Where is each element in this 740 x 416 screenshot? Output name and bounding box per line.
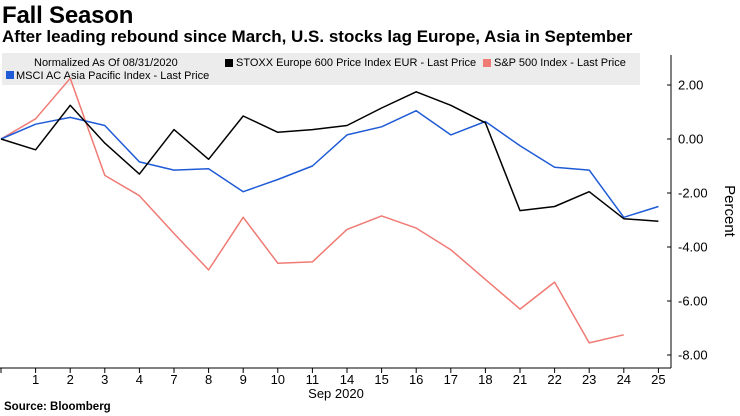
x-tick-label: 2 bbox=[67, 372, 74, 387]
x-tick-label: 9 bbox=[240, 372, 247, 387]
y-tick-label: -2.00 bbox=[678, 186, 708, 201]
x-tick-label: 18 bbox=[478, 372, 492, 387]
x-tick-label: 21 bbox=[513, 372, 527, 387]
x-tick-label: 7 bbox=[170, 372, 177, 387]
x-tick-label: 8 bbox=[205, 372, 212, 387]
y-tick-label: -6.00 bbox=[678, 294, 708, 309]
chart-subtitle: After leading rebound since March, U.S. … bbox=[2, 27, 633, 46]
y-tick-label: 0.00 bbox=[678, 132, 703, 147]
legend-swatch-stoxx bbox=[225, 59, 233, 67]
legend-swatch-sp500 bbox=[483, 59, 491, 67]
x-tick-label: 14 bbox=[340, 372, 354, 387]
legend-label-sp500: S&P 500 Index - Last Price bbox=[494, 57, 626, 69]
y-tick-label: -8.00 bbox=[678, 348, 708, 363]
series-lines bbox=[0, 77, 659, 344]
x-tick-label: 25 bbox=[651, 372, 665, 387]
y-axis-label: Percent bbox=[721, 185, 738, 238]
y-axis-ticks: 2.00 0.00 -2.00 -4.00 -6.00 -8.00 bbox=[667, 78, 708, 363]
x-tick-label: 10 bbox=[271, 372, 285, 387]
y-tick-label: 2.00 bbox=[678, 78, 703, 93]
x-tick-label: 23 bbox=[582, 372, 596, 387]
x-axis-ticks: 1 2 3 4 7 8 9 10 11 14 15 16 17 18 21 22 23 24 25 bbox=[0, 368, 666, 387]
x-tick-label: 22 bbox=[547, 372, 561, 387]
x-tick-label: 15 bbox=[374, 372, 388, 387]
x-tick-label: 16 bbox=[409, 372, 423, 387]
sp500-line bbox=[0, 77, 624, 344]
y-tick-label: -4.00 bbox=[678, 240, 708, 255]
legend-background bbox=[2, 53, 640, 85]
x-tick-label: 4 bbox=[136, 372, 143, 387]
x-tick-label: 11 bbox=[306, 372, 320, 387]
stoxx-europe-600-line bbox=[0, 91, 659, 223]
legend: Normalized As Of 08/31/2020 STOXX Europe… bbox=[2, 53, 640, 85]
chart-title: Fall Season bbox=[2, 2, 134, 29]
legend-note: Normalized As Of 08/31/2020 bbox=[34, 57, 178, 69]
legend-label-stoxx: STOXX Europe 600 Price Index EUR - Last … bbox=[236, 57, 476, 69]
legend-swatch-msci bbox=[6, 71, 14, 79]
x-tick-label: 17 bbox=[444, 372, 458, 387]
x-axis-label: Sep 2020 bbox=[308, 386, 364, 401]
x-tick-label: 24 bbox=[617, 372, 631, 387]
x-tick-label: 3 bbox=[101, 372, 108, 387]
legend-label-msci: MSCI AC Asia Pacific Index - Last Price bbox=[16, 70, 209, 82]
source-note: Source: Bloomberg bbox=[4, 401, 111, 413]
x-tick-label: 1 bbox=[32, 372, 39, 387]
msci-asia-pacific-line bbox=[0, 109, 659, 219]
